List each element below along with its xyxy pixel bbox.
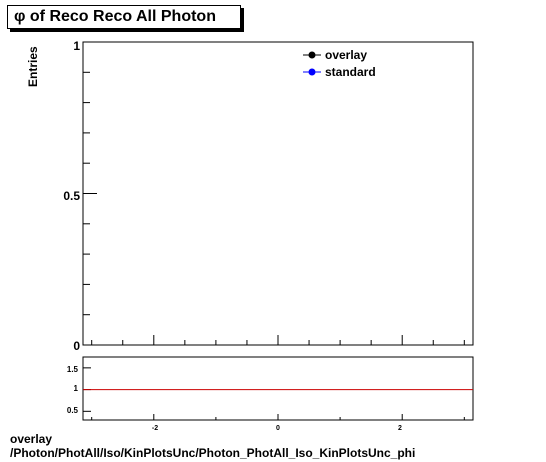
legend-overlay-label: overlay [325,48,367,62]
y-tick-label-1: 1 [73,39,80,53]
legend-standard-marker [308,68,316,76]
chart-title-box: φ of Reco Reco All Photon [7,5,241,29]
footer-path: /Photon/PhotAll/Iso/KinPlotsUnc/Photon_P… [10,446,416,460]
main-axis-ticks [83,41,465,346]
ratio-y-tick-label-0.5: 0.5 [67,406,79,415]
ratio-x-tick-label-0: 0 [276,425,280,432]
y-axis-label: Entries [26,46,40,87]
ratio-x-tick-label-2: 2 [398,425,402,432]
y-tick-label-0: 0 [73,339,80,353]
ratio-x-tick-label-neg2: -2 [152,425,158,432]
legend-standard-label: standard [325,65,376,79]
ratio-y-tick-label-1: 1 [74,384,79,393]
legend-overlay-marker [308,51,316,59]
ratio-y-tick-label-1.5: 1.5 [67,365,79,374]
ratio-axis-ticks [83,367,465,420]
chart-title: φ of Reco Reco All Photon [14,8,216,25]
y-tick-label-0.5: 0.5 [63,189,80,203]
legend: overlay standard [303,48,376,79]
footer-label: overlay [10,432,53,446]
ratio-plot-frame [82,356,474,421]
main-plot-frame [82,41,474,346]
